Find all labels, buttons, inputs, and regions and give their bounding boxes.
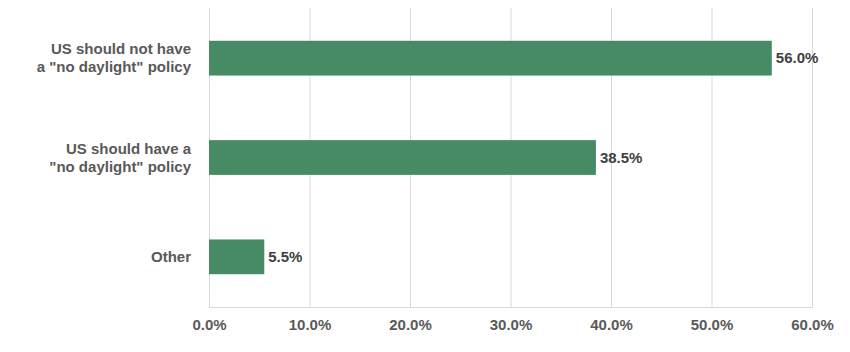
data-label: 38.5% xyxy=(600,149,643,166)
y-tick-label: US should not havea "no daylight" policy xyxy=(37,40,192,75)
x-tick-label: 50.0% xyxy=(691,316,734,333)
y-tick-label: Other xyxy=(151,248,191,265)
x-tick-label: 40.0% xyxy=(590,316,633,333)
x-tick-label: 60.0% xyxy=(791,316,834,333)
y-tick-label: US should have a"no daylight" policy xyxy=(49,140,191,175)
bars xyxy=(209,41,772,274)
x-tick-label: 10.0% xyxy=(289,316,332,333)
bar xyxy=(209,140,596,175)
x-tick-label: 30.0% xyxy=(490,316,533,333)
bar xyxy=(209,41,772,76)
x-tick-label: 20.0% xyxy=(389,316,432,333)
y-tick: US should not havea "no daylight" policy xyxy=(37,40,192,75)
x-axis: 0.0% 10.0% 20.0% 30.0% 40.0% 50.0% 60.0% xyxy=(192,8,833,333)
bar xyxy=(209,239,264,274)
data-labels: 56.0% 38.5% 5.5% xyxy=(268,49,818,265)
axis-line xyxy=(210,8,813,308)
y-tick: US should have a"no daylight" policy xyxy=(49,140,191,175)
y-tick: Other xyxy=(151,248,191,265)
chart: 0.0% 10.0% 20.0% 30.0% 40.0% 50.0% 60.0% US sho… xyxy=(0,0,850,352)
data-label: 5.5% xyxy=(268,248,302,265)
y-axis: US should not havea "no daylight" policy… xyxy=(37,40,192,265)
x-tick-label: 0.0% xyxy=(192,316,226,333)
data-label: 56.0% xyxy=(776,49,819,66)
